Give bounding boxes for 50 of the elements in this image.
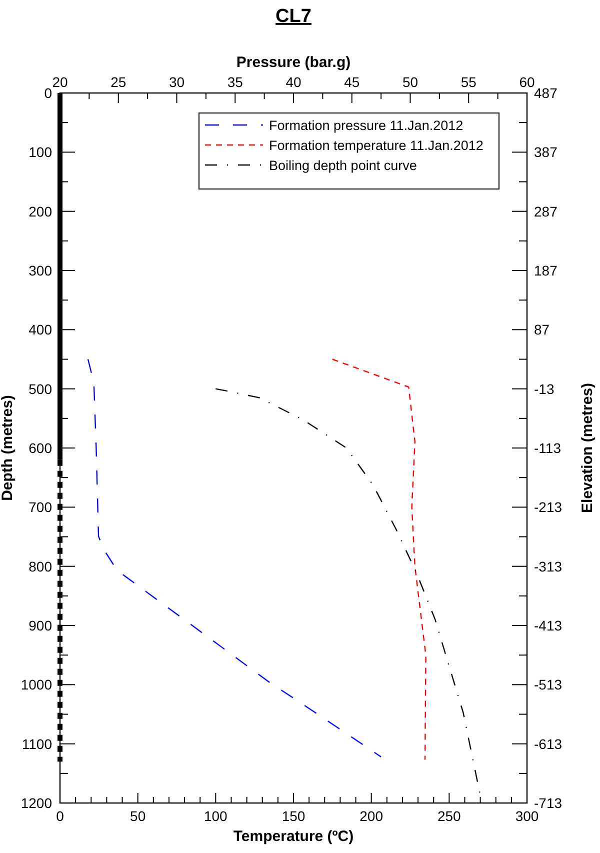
x2-tick-label: 35 bbox=[227, 74, 244, 90]
y2-tick-label: -113 bbox=[534, 440, 562, 456]
y2-tick-label: 87 bbox=[534, 322, 550, 338]
x-tick-label: 150 bbox=[282, 808, 306, 824]
y-tick-label: 400 bbox=[28, 322, 52, 338]
x-tick-label: 100 bbox=[204, 808, 228, 824]
y2-tick-label: -213 bbox=[534, 499, 562, 516]
x2-tick-label: 30 bbox=[168, 74, 185, 90]
x-tick-label: 250 bbox=[437, 808, 462, 824]
y2-tick-label: -313 bbox=[534, 558, 562, 574]
y2-tick-label: -513 bbox=[534, 676, 562, 693]
y2-tick-label: -713 bbox=[534, 795, 562, 811]
x-tick-label: 50 bbox=[130, 808, 146, 824]
x2-tick-label: 55 bbox=[460, 74, 477, 90]
chart-title: CL7 bbox=[276, 6, 312, 27]
y-tick-label: 300 bbox=[28, 262, 52, 278]
y2-tick-label: -13 bbox=[534, 380, 554, 397]
y-tick-label: 1000 bbox=[20, 676, 52, 693]
x-tick-label: 300 bbox=[515, 808, 539, 824]
x-tick-label: 200 bbox=[360, 808, 384, 824]
y2-tick-label: 487 bbox=[534, 85, 558, 101]
y-tick-label: 200 bbox=[28, 203, 52, 220]
y-tick-label: 100 bbox=[28, 144, 52, 160]
y2-tick-label: -613 bbox=[534, 736, 562, 752]
y-tick-label: 1200 bbox=[20, 795, 52, 811]
x2-tick-label: 25 bbox=[110, 74, 126, 90]
y-tick-label: 600 bbox=[28, 440, 52, 456]
x-tick-label: 0 bbox=[56, 808, 64, 824]
x2-tick-label: 50 bbox=[402, 74, 418, 90]
y2-tick-label: -413 bbox=[534, 618, 562, 634]
x2-axis-title: Pressure (bar.g) bbox=[236, 54, 351, 71]
y2-tick-label: 387 bbox=[534, 144, 558, 160]
y-tick-label: 700 bbox=[28, 499, 52, 516]
y2-axis-title: Elevation (metres) bbox=[579, 382, 596, 514]
y-tick-label: 500 bbox=[28, 380, 52, 397]
x2-tick-label: 45 bbox=[344, 74, 360, 90]
y-axis-title: Depth (metres) bbox=[0, 395, 16, 501]
legend-label: Formation temperature 11.Jan.2012 bbox=[269, 138, 484, 153]
legend-label: Boiling depth point curve bbox=[269, 158, 417, 173]
legend-label: Formation pressure 11.Jan.2012 bbox=[269, 118, 464, 133]
y-tick-label: 800 bbox=[28, 558, 52, 574]
y-tick-label: 0 bbox=[44, 85, 52, 101]
y2-tick-label: 287 bbox=[534, 203, 558, 220]
y2-tick-label: 187 bbox=[534, 262, 558, 278]
y-tick-label: 1100 bbox=[22, 736, 52, 752]
x2-tick-label: 40 bbox=[286, 74, 302, 90]
x2-tick-label: 60 bbox=[519, 74, 535, 90]
x-axis-title: Temperature (ºC) bbox=[233, 828, 354, 845]
x2-tick-label: 20 bbox=[52, 74, 68, 90]
y-tick-label: 900 bbox=[28, 618, 52, 634]
